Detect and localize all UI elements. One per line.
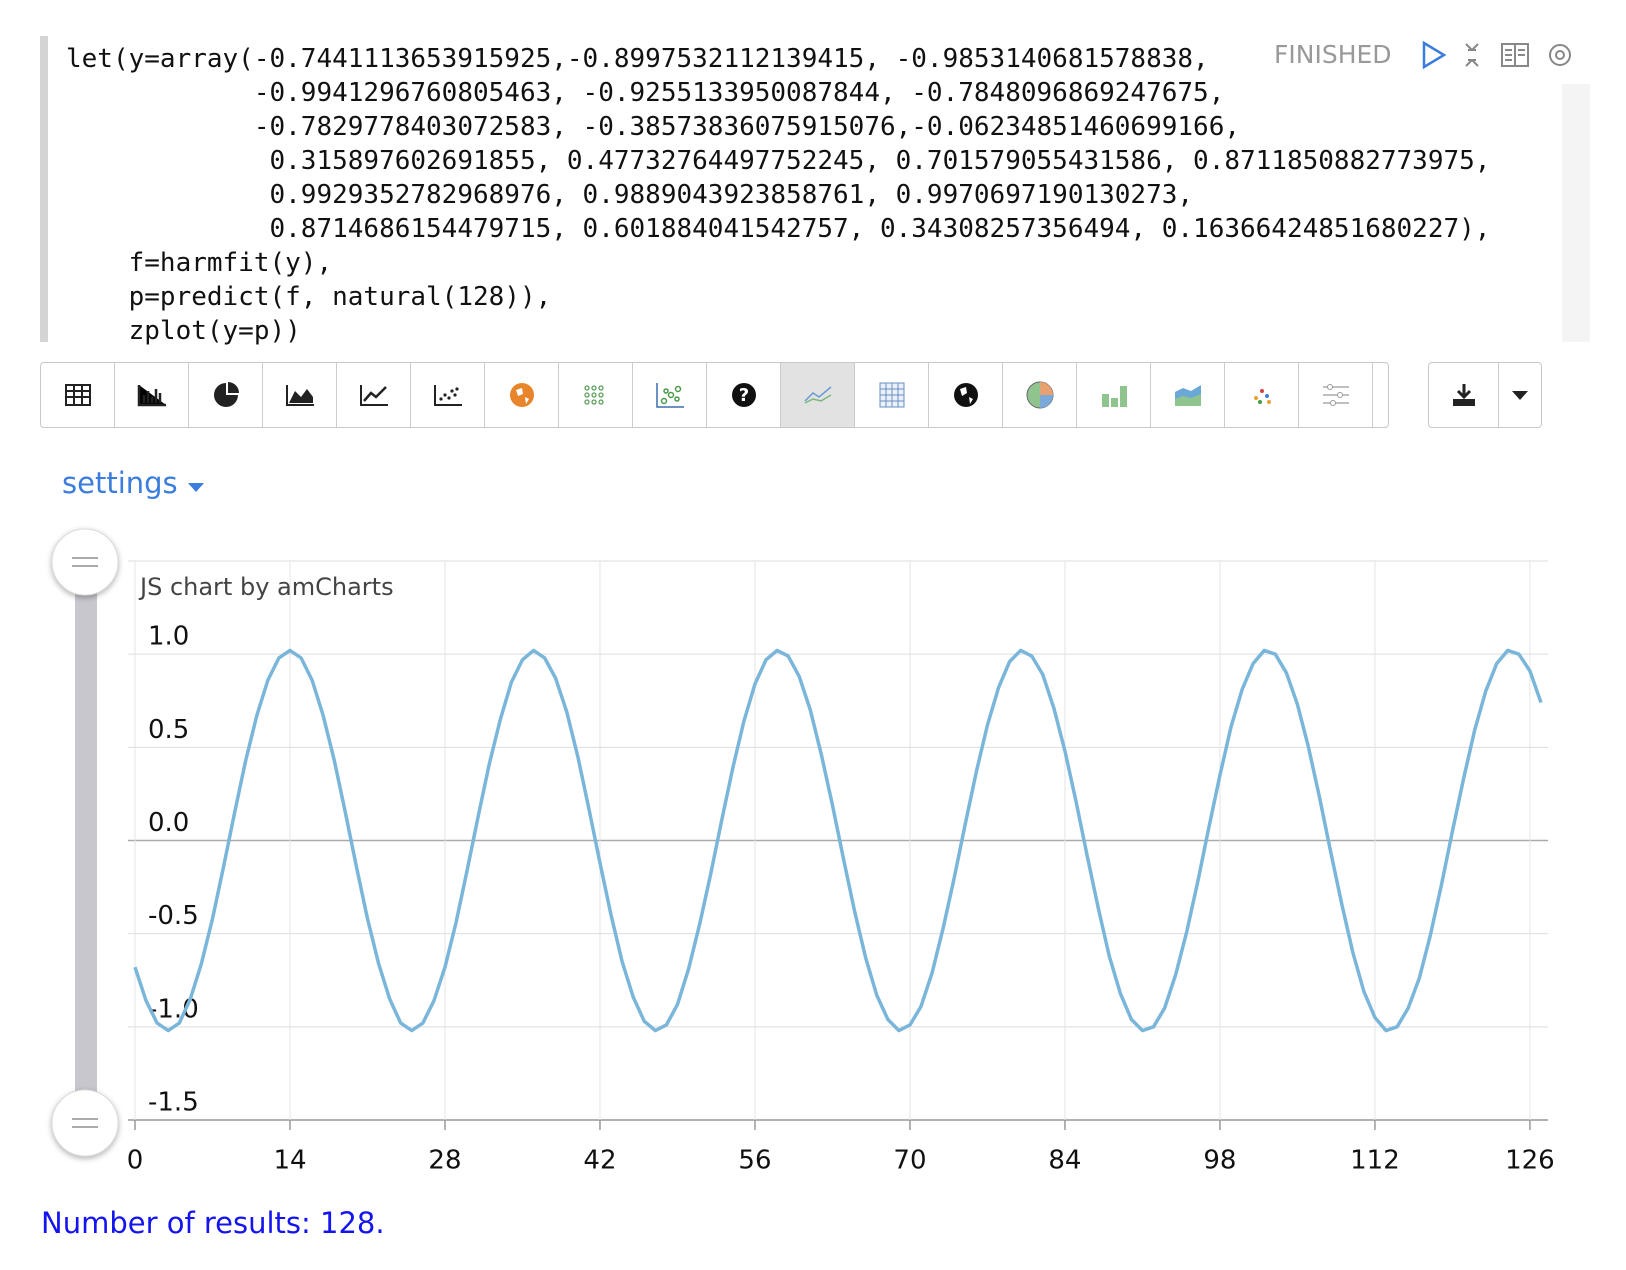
x-tick-label: 14: [273, 1146, 306, 1176]
result-count: Number of results: 128.: [41, 1206, 385, 1240]
table-button[interactable]: [41, 363, 115, 427]
icon: [879, 382, 904, 408]
line-button[interactable]: [337, 363, 411, 427]
icon: [803, 386, 831, 404]
code-line: 0.315897602691855, 0.47732764497752245, …: [66, 146, 1491, 176]
icon: [509, 383, 534, 407]
download-group: [1428, 362, 1542, 428]
chart-type-toolbar: ?: [40, 362, 1389, 428]
heatmap-button[interactable]: [559, 363, 633, 427]
map-button[interactable]: [485, 363, 559, 427]
icon: [359, 385, 388, 406]
donut-button[interactable]: [1003, 363, 1077, 427]
y-tick-label: 1.0: [148, 622, 189, 652]
y-tick-label: -1.5: [148, 1088, 199, 1118]
x-tick-label: 84: [1048, 1146, 1081, 1176]
icon: [1452, 384, 1475, 406]
multi-line-button[interactable]: [781, 363, 855, 427]
x-tick-label: 0: [127, 1146, 144, 1176]
bar-button[interactable]: [115, 363, 189, 427]
icon: [583, 385, 604, 405]
paragraph-controls: [1422, 40, 1571, 70]
icon: [1322, 384, 1349, 406]
x-tick-label: 112: [1350, 1146, 1400, 1176]
book-button[interactable]: [1501, 43, 1529, 67]
collapse-button[interactable]: [1465, 43, 1479, 67]
caret: [187, 483, 204, 492]
x-tick-label: 126: [1505, 1146, 1555, 1176]
scatter-button[interactable]: [411, 363, 485, 427]
column-button[interactable]: [1077, 363, 1151, 427]
icon: [655, 383, 684, 408]
scrollbar-handle[interactable]: [51, 1089, 119, 1157]
icon: [137, 385, 166, 407]
code-line: f=harmfit(y),: [66, 248, 333, 278]
y-tick-label: 0.5: [148, 715, 189, 745]
pie-button[interactable]: [189, 363, 263, 427]
icon: [433, 385, 462, 406]
x-tick-label: 56: [738, 1146, 771, 1176]
x-tick-label: 42: [583, 1146, 616, 1176]
download-button[interactable]: [1429, 363, 1499, 427]
icon: [64, 384, 91, 406]
globe-button[interactable]: [929, 363, 1003, 427]
settings-button[interactable]: [1549, 44, 1571, 66]
code-line: p=predict(f, natural(128)),: [66, 282, 552, 312]
settings-label[interactable]: settings: [62, 466, 178, 500]
code-line: -0.7829778403072583, -0.3857383607591507…: [66, 112, 1240, 142]
icon: [1101, 386, 1127, 407]
grid-button[interactable]: [855, 363, 929, 427]
y-tick-label: -0.5: [148, 901, 199, 931]
run-button[interactable]: [1422, 40, 1447, 70]
stacked-area-button[interactable]: [1151, 363, 1225, 427]
watermark: JS chart by amCharts: [138, 573, 394, 601]
icon: [953, 383, 978, 407]
code-line: 0.8714686154479715, 0.601884041542757, 0…: [66, 214, 1491, 244]
scrollbar: [1562, 84, 1590, 342]
handle-grip: [72, 557, 98, 567]
status: FINISHED: [1274, 40, 1392, 69]
icon: ?: [731, 383, 756, 407]
icon: [285, 385, 314, 406]
x-tick-label: 28: [428, 1146, 461, 1176]
code-line: 0.9929352782968976, 0.9889043923858761, …: [66, 180, 1194, 210]
scrollbar-handles: [51, 528, 119, 1157]
icon: [1026, 381, 1053, 409]
icon: [213, 382, 239, 407]
icon: [1253, 389, 1271, 404]
icon: [1512, 391, 1528, 400]
handle-grip: [72, 1118, 98, 1128]
x-tick-label: 98: [1203, 1146, 1236, 1176]
code-line: let(y=array(-0.7441113653915925,-0.89975…: [66, 44, 1209, 74]
chart: JS chart by amCharts -1.5-1.0-0.50.00.51…: [51, 528, 1555, 1176]
svg-text:?: ?: [738, 385, 748, 406]
dots-button[interactable]: [1225, 363, 1299, 427]
icon: [1174, 385, 1201, 406]
area-button[interactable]: [263, 363, 337, 427]
download-menu-button[interactable]: [1499, 363, 1541, 427]
line-series: [133, 648, 1543, 1033]
y-tick-label: 0.0: [148, 808, 189, 838]
bubble-button[interactable]: [633, 363, 707, 427]
scrollbar-handle[interactable]: [51, 528, 119, 596]
scrollbar-track[interactable]: [75, 562, 97, 1122]
code-editor[interactable]: let(y=array(-0.7441113653915925,-0.89975…: [40, 36, 1590, 346]
help-button[interactable]: ?: [707, 363, 781, 427]
filters-button[interactable]: [1299, 363, 1373, 427]
code-line: -0.9941296760805463, -0.9255133950087844…: [66, 78, 1225, 108]
x-tick-label: 70: [893, 1146, 926, 1176]
axes: -1.5-1.0-0.50.00.51.00 14 28 42 56 70 84 98 112 1…: [127, 560, 1555, 1176]
code-line: zplot(y=p)): [66, 316, 301, 346]
settings-toggle[interactable]: settings: [62, 466, 205, 500]
